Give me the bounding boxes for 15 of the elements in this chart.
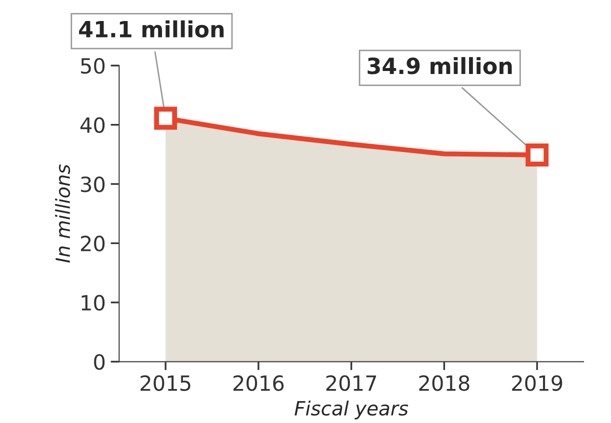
- x-tick-label: 2019: [512, 375, 562, 391]
- x-tick-label: 2016: [233, 375, 284, 391]
- y-tick-label: 30: [81, 176, 105, 192]
- x-tick-label: 2017: [326, 375, 376, 391]
- annotation: 41.1 million: [79, 20, 224, 38]
- x-tick-label: 2018: [419, 375, 470, 391]
- y-tick-label: 10: [82, 294, 105, 311]
- x-axis-title: Fiscal years: [294, 400, 408, 420]
- y-axis-title: In millions: [55, 164, 70, 263]
- x-tick-label: 2015: [140, 375, 190, 391]
- y-tick-label: 20: [80, 236, 105, 252]
- y-tick-label: 40: [80, 117, 105, 133]
- y-tick-label: 0: [94, 354, 105, 370]
- annotation: 34.9 million: [368, 57, 512, 74]
- y-tick-label: 50: [81, 58, 105, 74]
